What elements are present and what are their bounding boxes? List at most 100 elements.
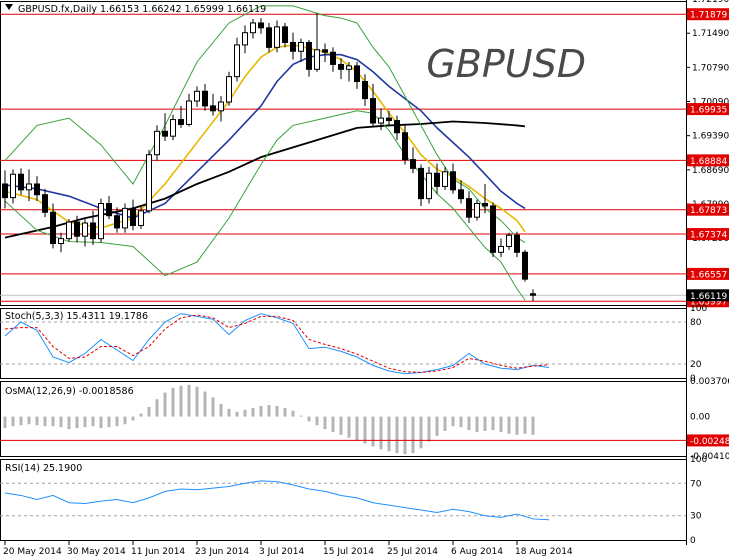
time-tick-label: 3 Jul 2014	[259, 547, 304, 557]
candle[interactable]	[530, 289, 536, 302]
candle[interactable]	[402, 124, 408, 165]
candle[interactable]	[42, 188, 48, 218]
price-panel[interactable]: 1.72190 1.71490 1.70790 1.70090 1.69390 1.686…	[0, 0, 729, 308]
candle[interactable]	[250, 19, 256, 39]
candle[interactable]	[130, 199, 136, 231]
bear-candle-body	[2, 183, 8, 199]
bull-candle-body	[58, 238, 64, 245]
candle[interactable]	[378, 108, 384, 131]
candle[interactable]	[66, 219, 72, 242]
candle[interactable]	[498, 238, 504, 258]
candle[interactable]	[314, 13, 320, 72]
bear-candle-body	[114, 215, 120, 229]
rsi-panel[interactable]: 100 70 30 0	[0, 455, 707, 546]
rsi-tick-label: 100	[690, 455, 707, 465]
candle[interactable]	[482, 183, 488, 214]
bear-candle-body	[482, 203, 488, 207]
candle[interactable]	[90, 210, 96, 245]
stochastic-panel[interactable]: 100 80 20 0	[0, 304, 707, 384]
candle[interactable]	[2, 170, 8, 209]
candle[interactable]	[322, 43, 328, 62]
bull-candle-body	[346, 65, 352, 70]
candle[interactable]	[234, 37, 240, 82]
candle[interactable]	[418, 164, 424, 206]
collapse-arrow-icon[interactable]	[5, 4, 13, 10]
candle[interactable]	[522, 249, 528, 282]
candle[interactable]	[170, 114, 176, 141]
candle[interactable]	[50, 203, 56, 249]
candle[interactable]	[34, 176, 40, 202]
bear-candle-body	[402, 132, 408, 161]
candle[interactable]	[98, 198, 104, 243]
candle[interactable]	[26, 169, 32, 202]
osma-level-tag	[687, 434, 729, 447]
level-tag	[687, 203, 729, 216]
bear-candle-body	[490, 205, 496, 253]
candle[interactable]	[410, 147, 416, 174]
candle[interactable]	[74, 215, 80, 243]
candle[interactable]	[426, 166, 432, 204]
bear-candle-body	[410, 159, 416, 169]
level-label: 1.65997	[690, 298, 727, 308]
bull-candle-body	[218, 101, 224, 112]
bull-candle-body	[10, 173, 16, 199]
bear-candle-body	[42, 194, 48, 213]
bull-candle-body	[274, 26, 280, 48]
candle[interactable]	[274, 20, 280, 53]
candle[interactable]	[394, 115, 400, 141]
candle[interactable]	[114, 207, 120, 233]
candle[interactable]	[290, 32, 296, 60]
candle[interactable]	[266, 22, 272, 53]
candle[interactable]	[330, 47, 336, 72]
candle[interactable]	[210, 93, 216, 116]
candle[interactable]	[338, 58, 344, 80]
candle[interactable]	[186, 93, 192, 127]
candle[interactable]	[282, 22, 288, 48]
candle[interactable]	[226, 71, 232, 106]
candle[interactable]	[354, 61, 360, 89]
bull-candle-body	[426, 172, 432, 200]
candle[interactable]	[58, 232, 64, 253]
rsi-line	[4, 480, 550, 521]
bull-candle-body	[506, 234, 512, 247]
candle[interactable]	[362, 74, 368, 106]
rsi-tick-label: 0	[690, 536, 696, 546]
candle[interactable]	[146, 149, 152, 214]
bear-candle-body	[530, 293, 536, 296]
candle[interactable]	[154, 125, 160, 161]
candle[interactable]	[474, 199, 480, 221]
candle[interactable]	[82, 219, 88, 247]
price-tick-label: 1.72190	[692, 0, 729, 5]
candle[interactable]	[442, 166, 448, 190]
candle[interactable]	[242, 25, 248, 54]
candle[interactable]	[458, 180, 464, 204]
candle[interactable]	[306, 40, 312, 77]
candle[interactable]	[386, 110, 392, 125]
candle[interactable]	[490, 202, 496, 258]
candle[interactable]	[450, 163, 456, 194]
candle[interactable]	[506, 232, 512, 250]
stoch-tick-label: 80	[690, 318, 702, 328]
bear-candle-body	[50, 211, 56, 245]
candle[interactable]	[258, 18, 264, 34]
candle[interactable]	[514, 231, 520, 258]
candle[interactable]	[202, 83, 208, 111]
candle[interactable]	[194, 86, 200, 107]
candle[interactable]	[218, 96, 224, 122]
candle[interactable]	[122, 203, 128, 233]
candle[interactable]	[434, 163, 440, 194]
candle[interactable]	[346, 61, 352, 82]
candle[interactable]	[298, 38, 304, 62]
candle[interactable]	[106, 196, 112, 220]
candle[interactable]	[162, 113, 168, 142]
candle[interactable]	[178, 105, 184, 128]
candle[interactable]	[466, 191, 472, 224]
time-tick-label: 15 Jul 2014	[323, 547, 374, 557]
candle[interactable]	[18, 168, 24, 195]
candle[interactable]	[10, 169, 16, 204]
candle[interactable]	[370, 83, 376, 127]
bear-candle-body	[290, 41, 296, 52]
candle[interactable]	[138, 205, 144, 229]
